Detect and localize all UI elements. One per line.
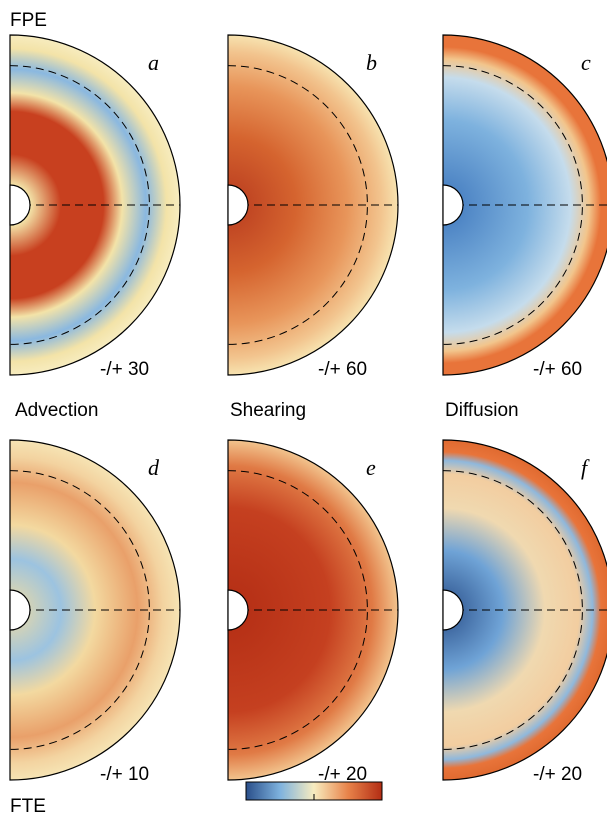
inner-core (9, 184, 31, 226)
dashed-arc (9, 470, 150, 750)
footer-title: FTE (10, 796, 46, 817)
dashed-arc (227, 65, 368, 345)
panel-range: -/+ 10 (100, 764, 149, 785)
dashed-arc (442, 470, 583, 750)
inner-core (9, 589, 31, 631)
panel-range: -/+ 20 (318, 764, 367, 785)
row-label: Diffusion (445, 400, 519, 421)
inner-core (442, 184, 464, 226)
row-label: Shearing (230, 400, 306, 421)
panel-letter: d (148, 455, 160, 480)
row-label: Advection (15, 400, 98, 421)
inner-core (227, 589, 249, 631)
panel-letter: b (366, 50, 377, 75)
panel-letter: c (581, 50, 591, 75)
panel-letter: f (581, 455, 590, 480)
panel-letter: a (148, 50, 159, 75)
header-title: FPE (10, 10, 47, 31)
inner-core (227, 184, 249, 226)
dashed-arc (442, 65, 583, 345)
panel-range: -/+ 60 (318, 359, 367, 380)
dashed-arc (9, 65, 150, 345)
dashed-arc (227, 470, 368, 750)
panel-range: -/+ 30 (100, 359, 149, 380)
panel-range: -/+ 60 (533, 359, 582, 380)
panel-range: -/+ 20 (533, 764, 582, 785)
inner-core (442, 589, 464, 631)
panel-letter: e (366, 455, 376, 480)
